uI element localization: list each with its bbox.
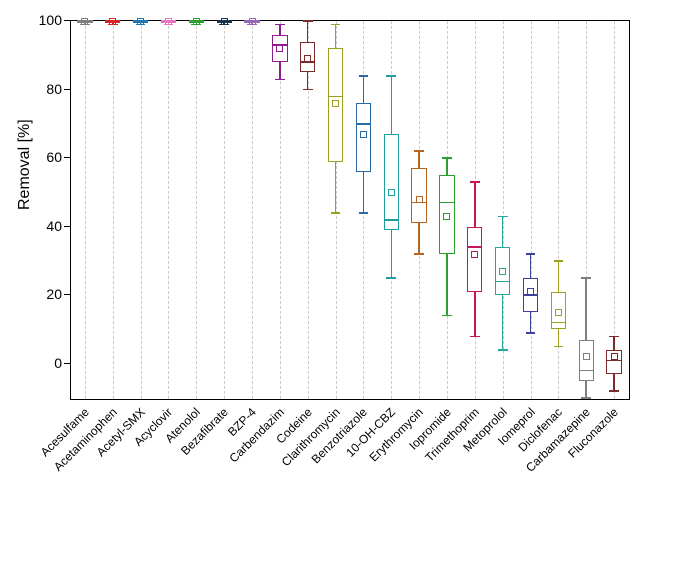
whisker-cap [470,181,480,183]
mean-marker [165,18,172,25]
whisker [391,230,393,278]
whisker [530,254,532,278]
whisker [279,24,281,34]
whisker [613,374,615,391]
mean-marker [137,18,144,25]
mean-marker [443,213,450,220]
mean-marker [416,196,423,203]
gridline [531,21,532,399]
whisker [279,62,281,79]
mean-marker [388,189,395,196]
mean-marker [109,18,116,25]
gridline [141,21,142,399]
whisker-cap [442,157,452,159]
whisker-cap [414,253,424,255]
whisker-cap [303,89,313,91]
whisker [418,151,420,168]
whisker [335,162,337,213]
whisker-cap [386,277,396,279]
mean-marker [193,18,200,25]
mean-marker [527,288,534,295]
median-line [579,370,594,372]
mean-marker [221,18,228,25]
gridline [252,21,253,399]
whisker [502,216,504,247]
mean-marker [304,55,311,62]
whisker [474,292,476,337]
whisker [585,381,587,398]
whisker [363,76,365,103]
median-line [384,219,399,221]
whisker [391,76,393,134]
whisker-cap [359,212,369,214]
mean-marker [249,18,256,25]
whisker [363,172,365,213]
whisker-cap [609,336,619,338]
median-line [495,281,510,283]
whisker [474,182,476,227]
whisker-cap [526,332,536,334]
box [467,227,482,292]
mean-marker [276,45,283,52]
whisker-cap [275,24,285,26]
whisker-cap [414,150,424,152]
whisker-cap [498,349,508,351]
whisker-cap [442,315,452,317]
whisker [530,312,532,333]
gridline [113,21,114,399]
whisker-cap [498,216,508,218]
whisker [335,24,337,48]
mean-marker [471,251,478,258]
whisker-cap [303,20,313,22]
y-axis-label: Removal [%] [16,119,34,210]
whisker-cap [554,260,564,262]
whisker-cap [359,75,369,77]
median-line [467,246,482,248]
whisker-cap [526,253,536,255]
mean-marker [583,353,590,360]
mean-marker [611,353,618,360]
whisker-cap [609,390,619,392]
whisker [307,21,309,42]
whisker-cap [554,346,564,348]
whisker-cap [581,277,591,279]
mean-marker [360,131,367,138]
whisker-cap [581,397,591,399]
gridline [85,21,86,399]
whisker [558,329,560,346]
whisker [558,261,560,292]
whisker [307,72,309,89]
mean-marker [555,309,562,316]
whisker-cap [275,79,285,81]
mean-marker [499,268,506,275]
whisker [446,254,448,316]
whisker [418,223,420,254]
whisker [502,295,504,350]
gridline [196,21,197,399]
whisker [613,336,615,350]
mean-marker [81,18,88,25]
median-line [551,322,566,324]
median-line [328,96,343,98]
gridline [224,21,225,399]
whisker-cap [331,212,341,214]
whisker-cap [331,24,341,26]
median-line [356,123,371,125]
gridline [168,21,169,399]
median-line [439,202,454,204]
mean-marker [332,100,339,107]
whisker [585,278,587,340]
whisker [446,158,448,175]
whisker-cap [470,336,480,338]
box [384,134,399,230]
whisker-cap [386,75,396,77]
